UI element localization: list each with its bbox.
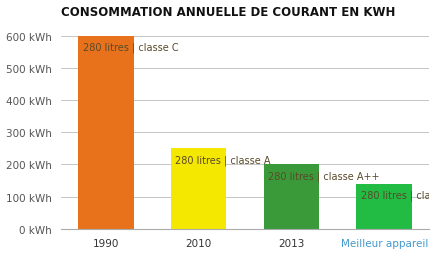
Text: CONSOMMATION ANNUELLE DE COURANT EN KWH: CONSOMMATION ANNUELLE DE COURANT EN KWH bbox=[61, 6, 395, 19]
Text: 280 litres | classe A: 280 litres | classe A bbox=[175, 154, 271, 165]
Bar bbox=[264, 165, 319, 229]
Bar bbox=[78, 37, 134, 229]
Bar bbox=[357, 184, 412, 229]
Bar bbox=[171, 149, 226, 229]
Text: 280 litres | classe C: 280 litres | classe C bbox=[83, 42, 178, 53]
Text: 280 litres | classe A++: 280 litres | classe A++ bbox=[268, 170, 380, 181]
Text: 280 litres | classe A+++: 280 litres | classe A+++ bbox=[361, 190, 437, 200]
